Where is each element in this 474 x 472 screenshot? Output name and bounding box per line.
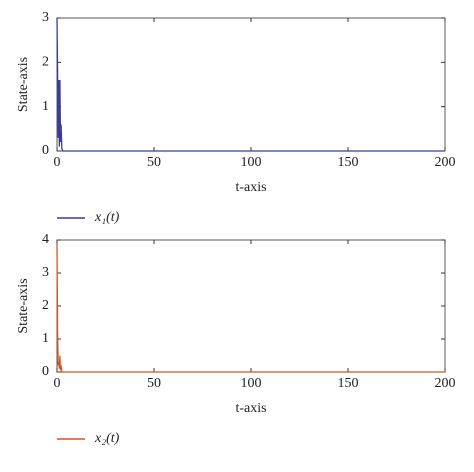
x-tick-label: 100	[241, 155, 262, 170]
y-tick-label: 1	[42, 99, 49, 114]
data-line	[56, 17, 445, 152]
y-tick-label: 2	[42, 55, 49, 70]
y-tick-label: 4	[42, 232, 49, 247]
x-tick-label: 200	[435, 376, 456, 391]
x-tick-label: 50	[147, 155, 161, 170]
legend-label: x₁(t)	[94, 210, 120, 225]
x-axis-label: t-axis	[235, 401, 266, 416]
x-tick-label: 50	[147, 376, 161, 391]
legend-label: x₂(t)	[94, 431, 120, 446]
x-tick-label: 0	[54, 155, 61, 170]
y-tick-label: 2	[42, 298, 49, 313]
y-tick-label: 0	[42, 143, 49, 158]
y-tick-label: 3	[42, 265, 49, 280]
x-tick-label: 100	[241, 376, 262, 391]
y-tick-label: 1	[42, 331, 49, 346]
y-axis-label: State-axis	[16, 278, 31, 333]
x-tick-label: 150	[338, 155, 359, 170]
y-axis-label: State-axis	[16, 57, 31, 112]
x-axis-label: t-axis	[235, 180, 266, 195]
plot-frame	[56, 239, 446, 373]
data-line	[56, 246, 445, 373]
x-tick-label: 200	[435, 155, 456, 170]
plot-frame	[56, 17, 446, 152]
y-tick-label: 3	[42, 10, 49, 25]
x-tick-label: 0	[54, 376, 61, 391]
y-tick-label: 0	[42, 364, 49, 379]
x-tick-label: 150	[338, 376, 359, 391]
